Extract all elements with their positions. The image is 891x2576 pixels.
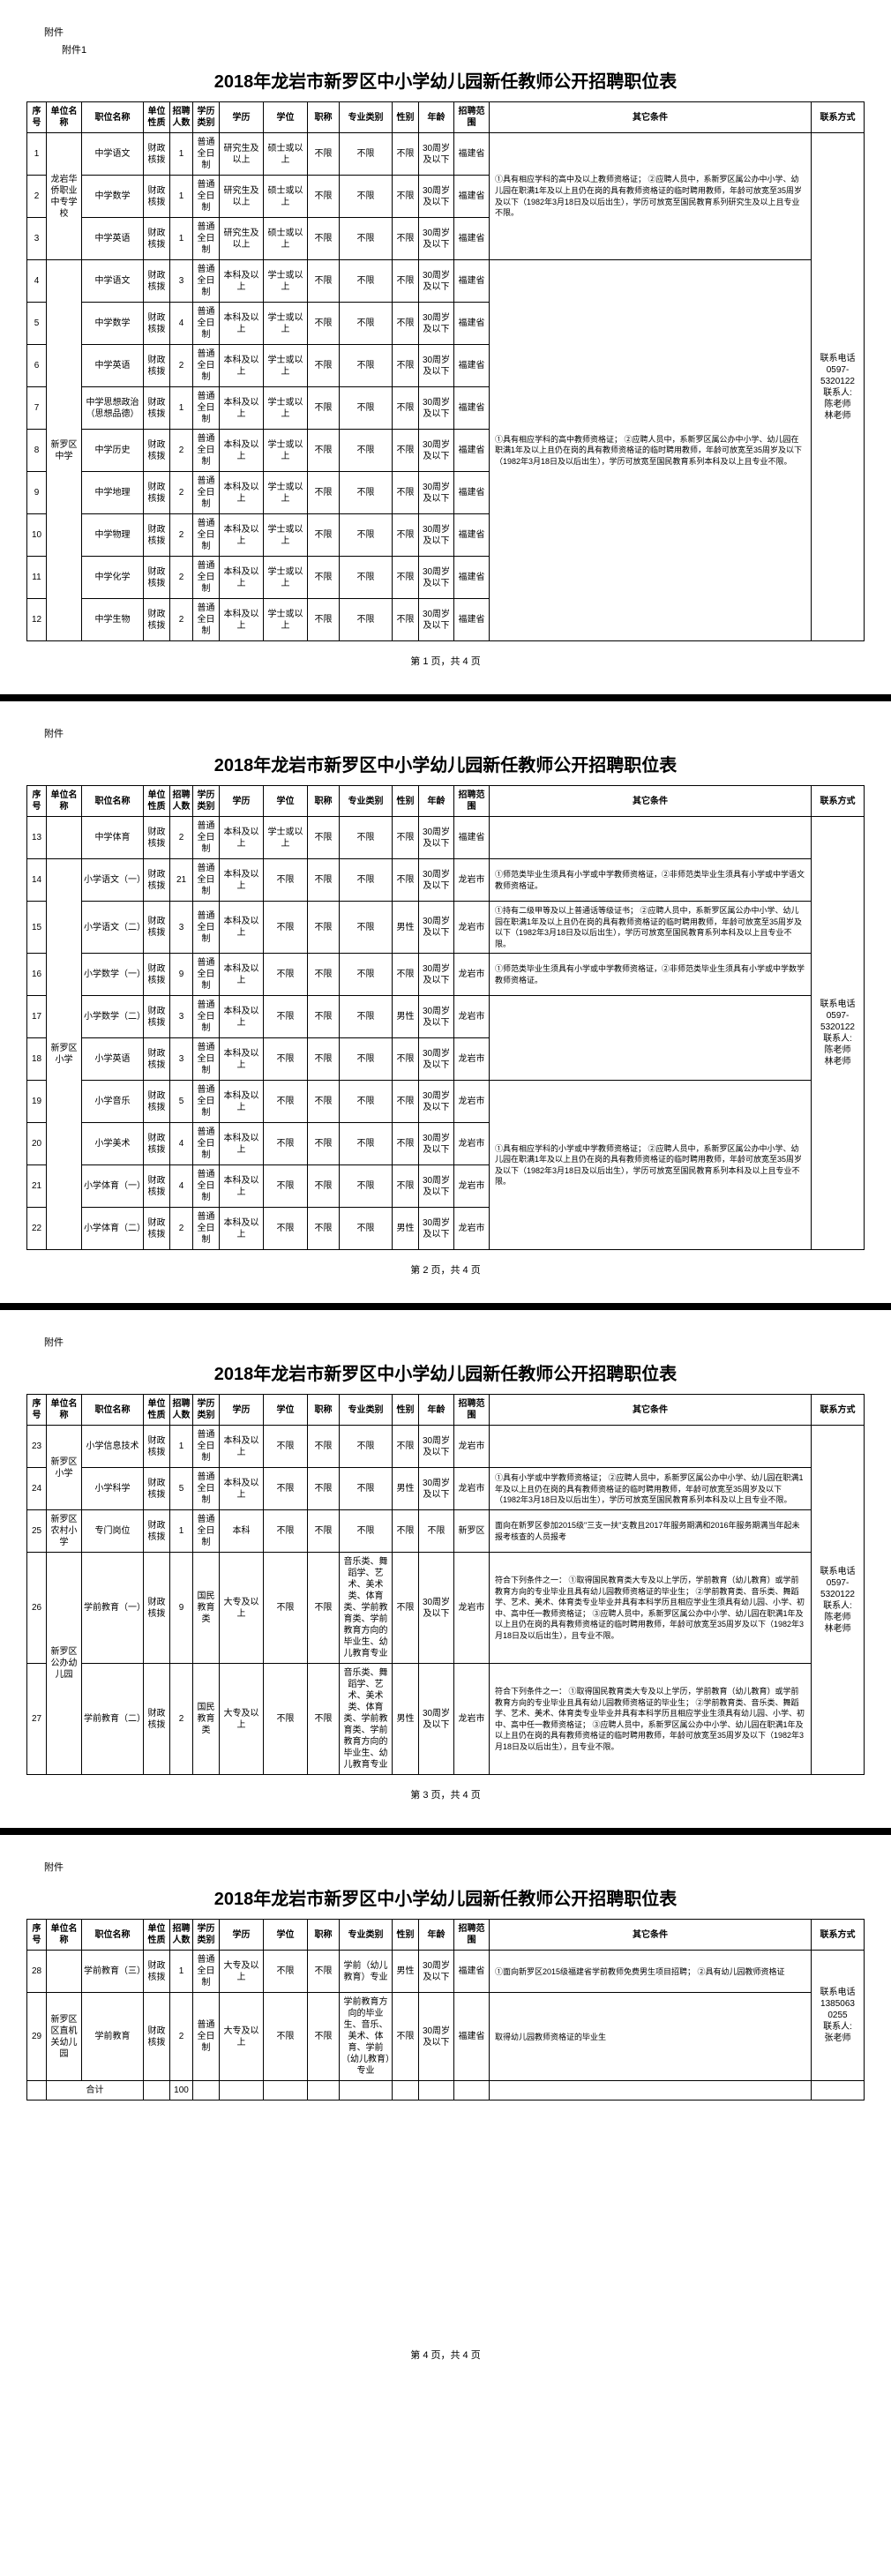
attachment-label: 附件 <box>44 726 865 740</box>
h-major: 专业类别 <box>340 102 393 133</box>
h-pos: 职位名称 <box>82 102 144 133</box>
attachment-label: 附件 <box>44 1335 865 1349</box>
page-title: 2018年龙岩市新罗区中小学幼儿园新任教师公开招聘职位表 <box>26 751 865 776</box>
table-row: 23新罗区小学小学信息技术财政核拨1普通全日制本科及以上不限不限不限不限30周岁… <box>27 1426 865 1468</box>
table-row: 28学前教育（三）财政核拨1普通全日制大专及以上不限不限学前（幼儿教育）专业男性… <box>27 1951 865 1993</box>
h-nature: 单位性质 <box>144 102 170 133</box>
table-row: 13中学体育财政核拨2普通全日制本科及以上学士或以上不限不限不限30周岁及以下福… <box>27 817 865 859</box>
h-gender: 性别 <box>393 102 419 133</box>
table-row: 29新罗区区直机关幼儿园学前教育财政核拨2普通全日制大专及以上不限不限学前教育方… <box>27 1993 865 2081</box>
page-3: 附件 2018年龙岩市新罗区中小学幼儿园新任教师公开招聘职位表 序号单位名称职位… <box>0 1310 891 1828</box>
h-unit: 单位名称 <box>47 102 82 133</box>
page-title: 2018年龙岩市新罗区中小学幼儿园新任教师公开招聘职位表 <box>26 1884 865 1910</box>
h-count: 招聘人数 <box>170 102 193 133</box>
page-number: 第 4 页，共 4 页 <box>26 2348 865 2362</box>
recruitment-table-1: 序号 单位名称 职位名称 单位性质 招聘人数 学历类别 学历 学位 职称 专业类… <box>26 101 865 641</box>
recruitment-table-3: 序号单位名称职位名称单位性质招聘人数学历类别学历学位职称专业类别性别年龄招聘范围… <box>26 1394 865 1775</box>
recruitment-table-2: 序号单位名称职位名称单位性质招聘人数学历类别学历学位职称专业类别性别年龄招聘范围… <box>26 785 865 1250</box>
table-row: 26新罗区公办幼儿园学前教育（一）财政核拨9国民教育类大专及以上不限不限音乐类、… <box>27 1553 865 1664</box>
table-row: 25新罗区农村小学专门岗位财政核拨1普通全日制本科不限不限不限不限不限新罗区面向… <box>27 1510 865 1553</box>
h-scope: 招聘范围 <box>454 102 490 133</box>
total-row: 合计100 <box>27 2081 865 2100</box>
page-separator <box>0 1828 891 1835</box>
table-row: 1龙岩华侨职业中专学校中学语文财政核拨1普通全日制研究生及以上硕士或以上不限不限… <box>27 133 865 176</box>
table-row: 16小学数学（一）财政核拨9普通全日制本科及以上不限不限不限不限30周岁及以下龙… <box>27 954 865 996</box>
h-degname: 学位 <box>264 102 308 133</box>
table-row: 17小学数学（二）财政核拨3普通全日制本科及以上不限不限不限男性30周岁及以下龙… <box>27 996 865 1038</box>
h-edu: 学历 <box>220 102 264 133</box>
recruitment-table-4: 序号单位名称职位名称单位性质招聘人数学历类别学历学位职称专业类别性别年龄招聘范围… <box>26 1919 865 2100</box>
table-row: 27学前教育（二）财政核拨2国民教育类大专及以上不限不限音乐类、舞蹈学、艺术、美… <box>27 1664 865 1775</box>
page-number: 第 1 页，共 4 页 <box>26 654 865 668</box>
attachment1-label: 附件1 <box>62 42 865 56</box>
attachment-label: 附件 <box>44 25 865 39</box>
page-title: 2018年龙岩市新罗区中小学幼儿园新任教师公开招聘职位表 <box>26 67 865 93</box>
table-row: 4新罗区中学中学语文财政核拨3普通全日制本科及以上学士或以上不限不限不限30周岁… <box>27 260 865 303</box>
h-contact: 联系方式 <box>812 102 865 133</box>
page-number: 第 3 页，共 4 页 <box>26 1787 865 1801</box>
page-separator <box>0 694 891 701</box>
page-title: 2018年龙岩市新罗区中小学幼儿园新任教师公开招聘职位表 <box>26 1359 865 1385</box>
page-1: 附件 附件1 2018年龙岩市新罗区中小学幼儿园新任教师公开招聘职位表 序号 单… <box>0 0 891 694</box>
table-row: 24小学科学财政核拨5普通全日制本科及以上不限不限不限男性30周岁及以下龙岩市①… <box>27 1468 865 1510</box>
table-row: 14新罗区小学小学语文（一）财政核拨21普通全日制本科及以上不限不限不限不限30… <box>27 859 865 902</box>
h-degree: 学历类别 <box>193 102 220 133</box>
h-age: 年龄 <box>419 102 454 133</box>
page-separator <box>0 1303 891 1310</box>
page-4: 附件 2018年龙岩市新罗区中小学幼儿园新任教师公开招聘职位表 序号单位名称职位… <box>0 1835 891 2388</box>
h-title: 职称 <box>308 102 340 133</box>
page-2: 附件 2018年龙岩市新罗区中小学幼儿园新任教师公开招聘职位表 序号单位名称职位… <box>0 701 891 1303</box>
table-row: 19小学音乐财政核拨5普通全日制本科及以上不限不限不限不限30周岁及以下龙岩市①… <box>27 1081 865 1123</box>
table-row: 15小学语文（二）财政核拨3普通全日制本科及以上不限不限不限男性30周岁及以下龙… <box>27 902 865 954</box>
h-other: 其它条件 <box>490 102 812 133</box>
attachment-label: 附件 <box>44 1860 865 1874</box>
h-seq: 序号 <box>27 102 47 133</box>
page-number: 第 2 页，共 4 页 <box>26 1262 865 1277</box>
